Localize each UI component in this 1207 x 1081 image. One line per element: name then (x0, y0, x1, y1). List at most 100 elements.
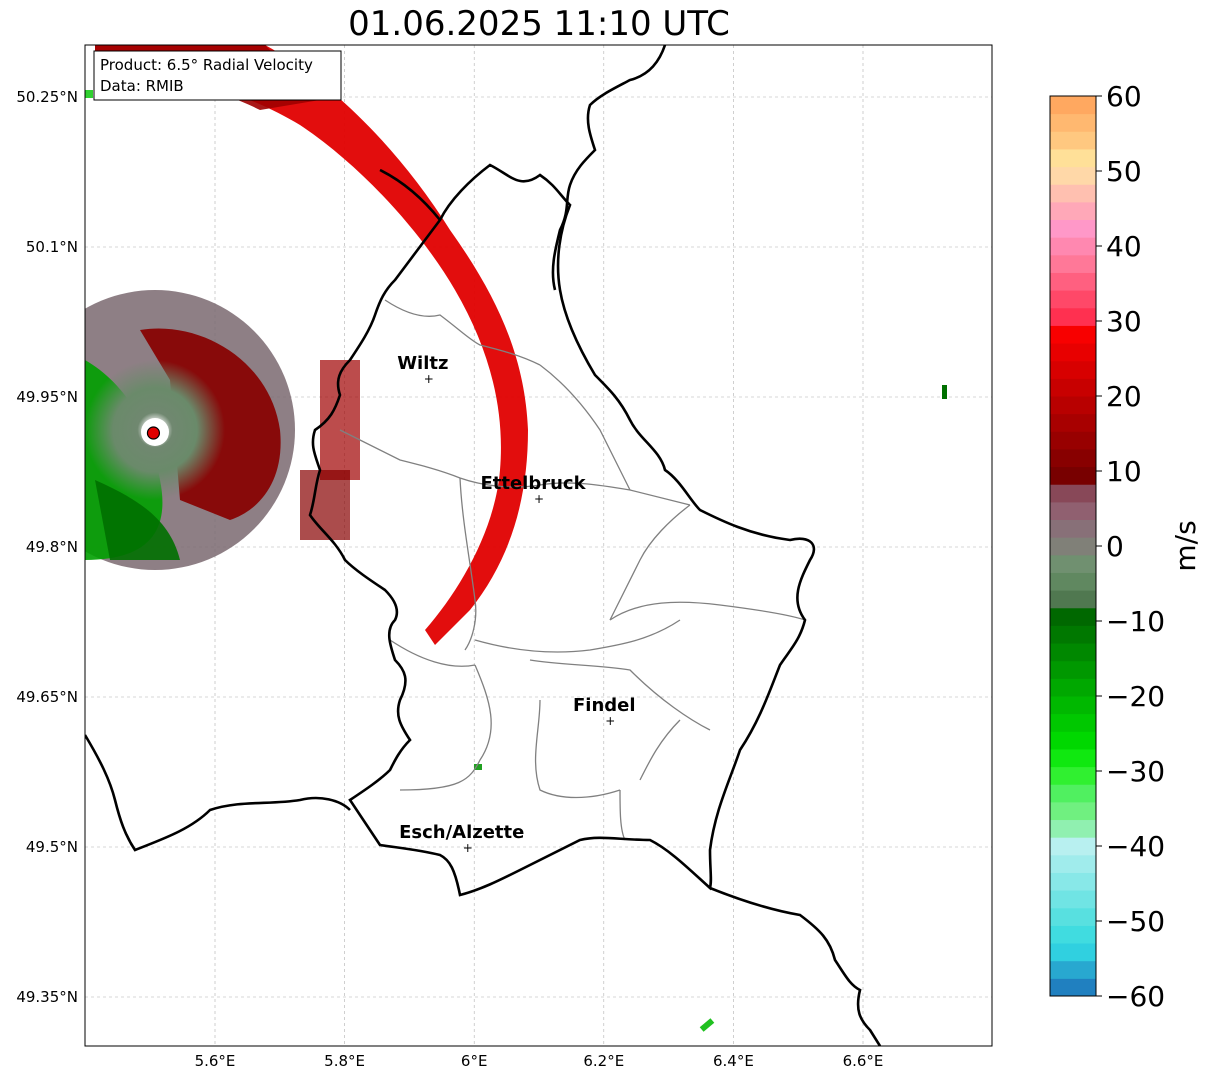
colorbar-tick-label: −40 (1106, 830, 1165, 863)
colorbar-swatch (1050, 890, 1096, 909)
city-cross-icon: + (424, 372, 434, 386)
belgium-border (379, 168, 442, 221)
plot-frame (84, 44, 993, 1047)
y-axis-ticks: 50.25°N 50.1°N 49.95°N 49.8°N 49.65°N 49.5°N 4… (16, 88, 78, 1006)
city-label: Wiltz (397, 353, 448, 374)
colorbar-swatch (1050, 801, 1096, 821)
city-marker: +Findel (573, 695, 636, 728)
luxembourg-border (308, 163, 816, 897)
colorbar-swatch (1050, 731, 1096, 750)
colorbar-swatch (1050, 554, 1096, 573)
colorbar-swatch (1050, 290, 1096, 309)
colorbar-swatch (1050, 590, 1096, 609)
colorbar-swatch (1050, 978, 1096, 997)
y-tick-label: 49.65°N (16, 688, 78, 706)
radar-site-marker (146, 426, 161, 440)
colorbar-swatch (1050, 201, 1096, 221)
colorbar-swatch (1050, 431, 1096, 450)
colorbar-swatch (1050, 537, 1096, 556)
city-cross-icon: + (534, 492, 544, 506)
colorbar-swatch (1050, 396, 1096, 415)
colorbar-swatch (1050, 854, 1096, 873)
city-marker: +Ettelbruck (480, 473, 586, 506)
velocity-arc-echo (95, 45, 528, 645)
colorbar-swatch (1050, 360, 1096, 379)
city-cross-icon: + (605, 714, 615, 728)
france-border (85, 734, 351, 852)
colorbar-swatch (1050, 219, 1096, 238)
colorbar-swatch (1050, 148, 1096, 168)
colorbar-swatch (1050, 907, 1096, 926)
colorbar-tick-label: 40 (1106, 230, 1142, 263)
colorbar: 60 50 40 30 20 10 0 −10 −20 −30 −40 −50 −60 (1049, 80, 1165, 1013)
germany-border (551, 45, 667, 291)
colorbar-tick-label: −30 (1106, 755, 1165, 788)
colorbar-unit-label: m/s (1169, 520, 1202, 571)
x-tick-label: 5.6°E (195, 1052, 236, 1070)
colorbar-swatch (1050, 378, 1096, 397)
colorbar-swatch (1050, 660, 1096, 679)
colorbar-swatch (1050, 872, 1096, 891)
colorbar-swatch (1050, 925, 1096, 944)
colorbar-swatch (1050, 713, 1096, 732)
colorbar-swatch (1050, 96, 1096, 115)
city-label: Esch/Alzette (399, 822, 524, 843)
colorbar-swatch (1050, 466, 1096, 485)
colorbar-swatch (1050, 131, 1096, 150)
colorbar-swatch (1050, 766, 1096, 785)
colorbar-swatch (1050, 343, 1096, 362)
colorbar-swatch (1050, 237, 1096, 256)
x-tick-label: 5.8°E (324, 1052, 365, 1070)
country-borders (85, 45, 882, 1046)
germany-border-south (709, 886, 882, 1046)
x-tick-label: 6.6°E (843, 1052, 884, 1070)
info-source: Data: RMIB (100, 77, 184, 95)
colorbar-swatch (1050, 166, 1096, 185)
colorbar-swatch (1050, 484, 1096, 503)
colorbar-swatch (1050, 184, 1096, 203)
colorbar-tick-label: −20 (1106, 680, 1165, 713)
colorbar-swatch (1050, 572, 1096, 591)
colorbar-tick-label: 30 (1106, 305, 1142, 338)
colorbar-swatch (1050, 501, 1096, 521)
y-tick-label: 49.8°N (26, 538, 78, 556)
colorbar-swatch (1050, 943, 1096, 962)
info-box: Product: 6.5° Radial Velocity Data: RMIB (93, 50, 342, 101)
x-tick-label: 6.4°E (713, 1052, 754, 1070)
colorbar-swatch (1050, 696, 1096, 715)
colorbar-swatch (1050, 625, 1096, 644)
colorbar-swatch (1050, 748, 1096, 768)
colorbar-swatch (1050, 307, 1096, 326)
colorbar-tick-label: 20 (1106, 380, 1142, 413)
radar-clutter-darkgreen (95, 480, 180, 560)
colorbar-tick-label: 0 (1106, 530, 1124, 563)
colorbar-swatch (1050, 272, 1096, 291)
colorbar-swatch (1050, 837, 1096, 856)
y-tick-label: 50.1°N (26, 238, 78, 256)
colorbar-tick-label: −10 (1106, 605, 1165, 638)
colorbar-swatch (1050, 784, 1096, 803)
colorbar-swatch (1050, 413, 1096, 432)
colorbar-swatch (1050, 607, 1096, 626)
colorbar-tick-label: −60 (1106, 980, 1165, 1013)
colorbar-swatch (1050, 643, 1096, 662)
colorbar-swatch (1050, 519, 1096, 538)
y-tick-label: 49.5°N (26, 838, 78, 856)
map-title: 01.06.2025 11:10 UTC (348, 4, 730, 44)
x-tick-label: 6.2°E (583, 1052, 624, 1070)
colorbar-tick-label: 50 (1106, 155, 1142, 188)
x-axis-ticks: 5.6°E 5.8°E 6°E 6.2°E 6.4°E 6.6°E (195, 1052, 884, 1070)
colorbar-swatch (1050, 113, 1096, 132)
colorbar-swatch (1050, 254, 1096, 273)
info-product: Product: 6.5° Radial Velocity (100, 56, 313, 74)
city-marker: +Esch/Alzette (399, 822, 524, 855)
city-marker: +Wiltz (397, 353, 448, 386)
colorbar-swatch (1050, 819, 1096, 838)
colorbar-swatch (1050, 678, 1096, 697)
x-tick-label: 6°E (461, 1052, 488, 1070)
colorbar-swatch (1050, 448, 1096, 468)
city-cross-icon: + (463, 841, 473, 855)
colorbar-tick-label: −50 (1106, 905, 1165, 938)
city-label: Findel (573, 695, 636, 716)
